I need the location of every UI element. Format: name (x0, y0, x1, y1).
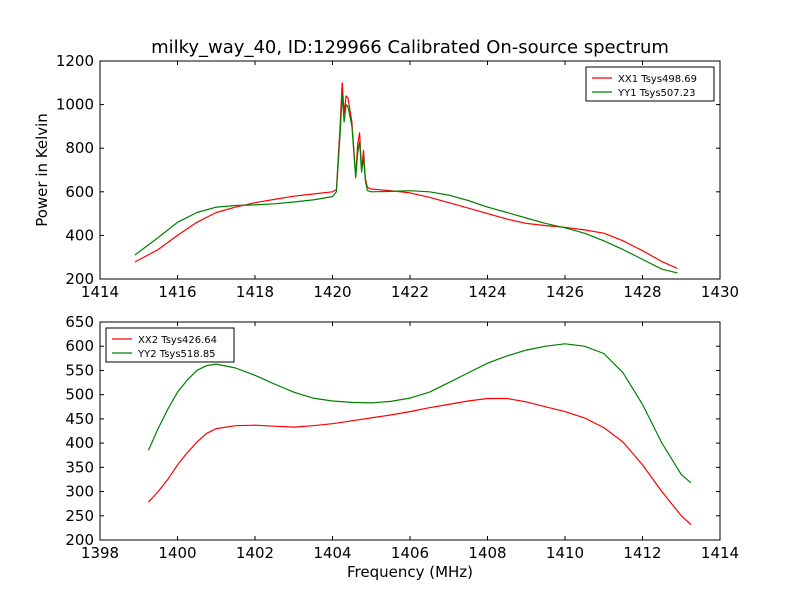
x-tick-label: 1414 (81, 283, 119, 301)
y-tick-label: 350 (65, 458, 94, 476)
y-tick-label: 800 (65, 139, 94, 157)
legend-label: XX2 Tsys426.64 (138, 335, 217, 346)
y-tick-label: 600 (65, 337, 94, 355)
legend-label: YY1 Tsys507.23 (617, 88, 696, 99)
y-tick-label: 600 (65, 183, 94, 201)
y-axis-label: Power in Kelvin (33, 113, 51, 227)
x-tick-label: 1414 (701, 544, 739, 562)
x-tick-label: 1428 (623, 283, 661, 301)
x-tick-label: 1418 (236, 283, 274, 301)
legend-0: XX1 Tsys498.69 YY1 Tsys507.23 (585, 66, 715, 102)
legend-label: XX1 Tsys498.69 (618, 74, 697, 85)
x-tick-label: 1400 (158, 544, 196, 562)
x-tick-label: 1402 (236, 544, 274, 562)
y-tick-label: 650 (65, 313, 94, 331)
y-tick-label: 550 (65, 361, 94, 379)
x-tick-label: 1410 (546, 544, 584, 562)
x-tick-label: 1426 (546, 283, 584, 301)
y-tick-label: 300 (65, 483, 94, 501)
y-tick-label: 450 (65, 410, 94, 428)
x-tick-label: 1404 (313, 544, 351, 562)
x-tick-label: 1430 (701, 283, 739, 301)
x-tick-label: 1408 (468, 544, 506, 562)
series-line-1-0 (147, 397, 692, 525)
x-tick-label: 1424 (468, 283, 506, 301)
y-tick-label: 500 (65, 386, 94, 404)
top-plot: 1414 1416 1418 1420 1422 1424 1426 1428 1430 200 4… (33, 52, 739, 301)
x-tick-label: 1412 (623, 544, 661, 562)
legend-label: YY2 Tsys518.85 (137, 349, 216, 360)
legend-1: XX2 Tsys426.64 YY2 Tsys518.85 (105, 327, 235, 363)
x-tick-label: 1406 (391, 544, 429, 562)
x-tick-label: 1416 (158, 283, 196, 301)
y-tick-label: 1000 (56, 96, 94, 114)
x-tick-label: 1398 (81, 544, 119, 562)
series-line-1-1 (147, 343, 692, 484)
legend-box (105, 327, 235, 363)
y-tick-label: 1200 (56, 52, 94, 70)
y-tick-label: 200 (65, 531, 94, 549)
x-axis-label: Frequency (MHz) (347, 563, 473, 581)
figure-title: milky_way_40, ID:129966 Calibrated On-so… (151, 37, 669, 58)
y-tick-label: 400 (65, 226, 94, 244)
legend-box (585, 66, 715, 102)
series-line-0-1 (134, 93, 678, 274)
x-tick-label: 1420 (313, 283, 351, 301)
y-tick-label: 400 (65, 434, 94, 452)
y-tick-label: 250 (65, 507, 94, 525)
x-tick-label: 1422 (391, 283, 429, 301)
y-tick-label: 200 (65, 270, 94, 288)
bottom-plot: 1398 1400 1402 1404 1406 1408 1410 1412 1414 200 2… (65, 313, 739, 581)
